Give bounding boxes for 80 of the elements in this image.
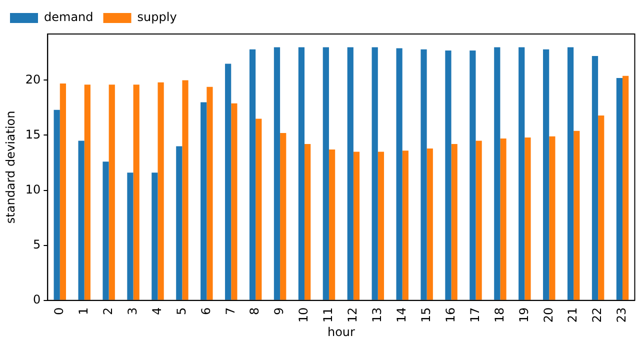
bar (494, 47, 500, 300)
bar (347, 47, 354, 300)
bar (200, 102, 207, 300)
bar (567, 47, 574, 300)
bar (60, 84, 66, 300)
bar (231, 103, 238, 300)
x-tick-label: 5 (174, 307, 188, 315)
x-tick-label: 10 (296, 307, 311, 323)
bar (500, 138, 506, 300)
bar (225, 64, 232, 300)
x-tick-label: 20 (541, 307, 556, 323)
bar (574, 130, 580, 300)
y-tick-label: 20 (25, 72, 41, 86)
legend-label: demand (44, 10, 94, 24)
bar (616, 78, 623, 300)
bar (152, 172, 158, 300)
x-tick-label: 8 (248, 307, 262, 315)
x-tick-label: 13 (370, 307, 384, 323)
bar (426, 148, 433, 300)
x-tick-label: 16 (443, 307, 458, 323)
bar (524, 137, 531, 300)
y-axis-title: standard deviation (3, 110, 18, 224)
bar (622, 76, 629, 300)
x-tick-label: 6 (198, 307, 213, 315)
x-tick-label: 22 (590, 307, 604, 323)
bar (127, 172, 134, 300)
bar (420, 49, 427, 300)
x-tick-label: 9 (272, 307, 286, 315)
y-tick-label: 10 (25, 182, 41, 196)
bar (102, 162, 109, 300)
bar (598, 115, 604, 300)
bar (249, 49, 256, 300)
bar (158, 82, 164, 300)
bar (54, 110, 60, 300)
bar (402, 150, 408, 300)
y-tick-label: 5 (33, 237, 41, 252)
x-tick-label: 19 (516, 307, 531, 323)
bar (476, 140, 482, 300)
bar (78, 140, 84, 300)
bar (445, 50, 452, 300)
x-tick-label: 11 (321, 307, 336, 323)
bar (451, 144, 458, 300)
bar (298, 47, 305, 300)
bar (133, 84, 140, 300)
bar (372, 47, 378, 300)
bar (176, 146, 182, 300)
x-tick-label: 4 (150, 307, 164, 315)
x-tick-label: 7 (223, 307, 238, 315)
bar (470, 50, 476, 300)
bar (353, 152, 360, 300)
bar (518, 47, 525, 300)
bar (549, 136, 556, 300)
x-tick-label: 3 (125, 307, 140, 315)
legend-label: supply (137, 10, 177, 24)
x-axis-title: hour (327, 324, 356, 339)
bar (304, 144, 311, 300)
bar (592, 56, 598, 300)
x-tick-label: 1 (76, 307, 90, 315)
x-tick-label: 18 (492, 307, 506, 323)
bar (543, 49, 550, 300)
x-tick-label: 15 (418, 307, 433, 323)
x-tick-label: 0 (52, 307, 66, 315)
x-tick-label: 2 (100, 307, 115, 315)
bar (206, 86, 213, 300)
bar (378, 152, 384, 300)
x-tick-label: 14 (394, 307, 408, 323)
x-tick-label: 21 (566, 307, 580, 323)
bar (108, 84, 115, 300)
bar (84, 84, 90, 300)
y-tick-label: 15 (25, 127, 41, 142)
bar (328, 150, 336, 300)
bar (256, 118, 262, 300)
x-tick-label: 12 (346, 307, 360, 323)
bar (396, 48, 402, 300)
x-tick-label: 23 (614, 307, 629, 323)
bar (280, 133, 286, 300)
bar (274, 47, 280, 300)
x-tick-label: 17 (468, 307, 482, 323)
bar (322, 47, 329, 300)
bar (182, 80, 188, 300)
